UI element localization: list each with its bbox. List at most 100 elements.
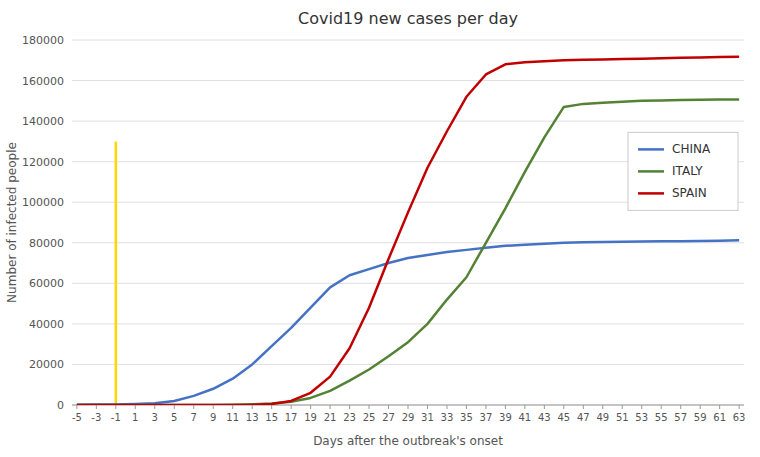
x-tick-label: 21	[324, 412, 337, 423]
x-tick-label: 35	[460, 412, 473, 423]
series-line	[77, 99, 739, 405]
x-tick	[291, 405, 292, 409]
chart: Covid19 new cases per day 0 20000 40000 6000…	[0, 0, 760, 457]
y-tick-label: 60000	[29, 277, 64, 290]
legend-swatch	[638, 170, 664, 173]
legend: CHINA ITALY SPAIN	[628, 132, 738, 210]
x-tick-label: 43	[538, 412, 551, 423]
series-line	[77, 240, 739, 404]
y-tick-label: 80000	[29, 237, 64, 250]
legend-swatch	[638, 148, 664, 151]
x-tick-label: -3	[91, 412, 101, 423]
y-tick-label: 180000	[22, 34, 64, 47]
x-tick-label: 63	[733, 412, 746, 423]
y-tick-label: 0	[57, 399, 64, 412]
x-tick	[446, 405, 447, 409]
x-tick	[524, 405, 525, 409]
y-axis-label: Number of infected people	[5, 142, 19, 303]
grid-line	[72, 121, 744, 122]
x-tick-label: 17	[285, 412, 298, 423]
x-tick-label: 57	[674, 412, 687, 423]
x-tick	[154, 405, 155, 409]
x-tick-label: 7	[191, 412, 197, 423]
x-tick	[700, 405, 701, 409]
x-tick	[349, 405, 350, 409]
x-tick-label: 41	[519, 412, 532, 423]
y-tick-label: 140000	[22, 115, 64, 128]
x-tick	[271, 405, 272, 409]
plot-area	[77, 57, 739, 405]
vertical-line	[115, 141, 118, 405]
x-tick	[583, 405, 584, 409]
x-tick	[193, 405, 194, 409]
legend-box	[628, 132, 738, 210]
x-tick-label: 29	[402, 412, 415, 423]
grid-line	[72, 364, 744, 365]
x-tick-label: 23	[343, 412, 356, 423]
x-tick	[641, 405, 642, 409]
x-tick-label: 25	[363, 412, 376, 423]
x-tick	[485, 405, 486, 409]
y-tick-label: 100000	[22, 196, 64, 209]
x-tick-label: 51	[616, 412, 629, 423]
x-tick-label: 37	[480, 412, 493, 423]
x-tick-label: 49	[596, 412, 609, 423]
grid-line	[72, 80, 744, 81]
x-tick	[135, 405, 136, 409]
x-tick-label: -1	[111, 412, 121, 423]
x-tick	[330, 405, 331, 409]
x-tick-label: 15	[265, 412, 278, 423]
x-tick-label: 9	[210, 412, 216, 423]
x-tick-label: -5	[72, 412, 82, 423]
x-tick-label: 33	[441, 412, 454, 423]
x-tick	[76, 405, 77, 409]
x-tick-label: 39	[499, 412, 512, 423]
x-tick-label: 59	[694, 412, 707, 423]
grid-line	[72, 283, 744, 284]
x-tick	[680, 405, 681, 409]
legend-label: ITALY	[672, 164, 703, 178]
x-tick-label: 19	[304, 412, 317, 423]
x-tick	[466, 405, 467, 409]
x-tick	[563, 405, 564, 409]
x-tick	[115, 405, 116, 409]
x-axis-label: Days after the outbreak's onset	[313, 434, 503, 448]
x-tick	[232, 405, 233, 409]
x-tick	[544, 405, 545, 409]
title: Covid19 new cases per day	[298, 9, 518, 28]
x-tick-label: 31	[421, 412, 434, 423]
x-tick-label: 27	[382, 412, 395, 423]
grid-line	[72, 40, 744, 41]
x-tick	[174, 405, 175, 409]
x-tick	[408, 405, 409, 409]
x-tick-label: 61	[713, 412, 726, 423]
x-tick	[213, 405, 214, 409]
grid-line	[72, 323, 744, 324]
legend-swatch	[638, 192, 664, 195]
x-tick	[369, 405, 370, 409]
x-tick-label: 13	[246, 412, 259, 423]
x-tick	[427, 405, 428, 409]
x-tick	[739, 405, 740, 409]
series-line	[77, 57, 739, 405]
x-tick-label: 55	[655, 412, 668, 423]
x-tick	[661, 405, 662, 409]
y-tick-label: 120000	[22, 156, 64, 169]
y-tick-label: 20000	[29, 358, 64, 371]
x-tick-label: 53	[635, 412, 648, 423]
x-tick	[719, 405, 720, 409]
y-tick-label: 160000	[22, 75, 64, 88]
x-tick	[310, 405, 311, 409]
x-tick-label: 5	[171, 412, 177, 423]
x-tick	[96, 405, 97, 409]
y-tick-label: 40000	[29, 318, 64, 331]
x-tick	[505, 405, 506, 409]
x-tick	[602, 405, 603, 409]
x-tick	[252, 405, 253, 409]
x-tick-label: 45	[557, 412, 570, 423]
legend-label: CHINA	[672, 142, 711, 156]
x-tick	[622, 405, 623, 409]
x-tick-label: 11	[226, 412, 239, 423]
legend-label: SPAIN	[672, 186, 707, 200]
x-tick-label: 3	[152, 412, 158, 423]
